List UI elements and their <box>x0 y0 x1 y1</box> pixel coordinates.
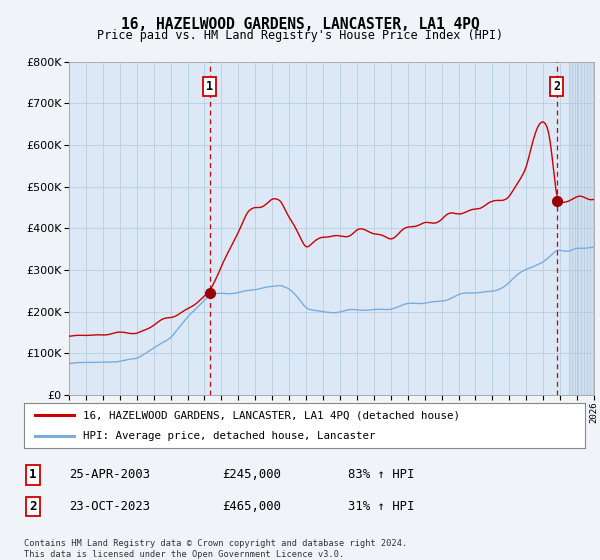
Text: 1: 1 <box>206 80 213 94</box>
Text: £245,000: £245,000 <box>222 468 281 482</box>
Text: HPI: Average price, detached house, Lancaster: HPI: Average price, detached house, Lanc… <box>83 431 376 441</box>
Text: 1: 1 <box>29 468 37 482</box>
Text: 2: 2 <box>553 80 560 94</box>
Bar <box>569 62 594 395</box>
Text: 16, HAZELWOOD GARDENS, LANCASTER, LA1 4PQ (detached house): 16, HAZELWOOD GARDENS, LANCASTER, LA1 4P… <box>83 410 460 421</box>
Text: £465,000: £465,000 <box>222 500 281 514</box>
Text: 83% ↑ HPI: 83% ↑ HPI <box>348 468 415 482</box>
Text: 31% ↑ HPI: 31% ↑ HPI <box>348 500 415 514</box>
Text: 23-OCT-2023: 23-OCT-2023 <box>69 500 150 514</box>
Text: 25-APR-2003: 25-APR-2003 <box>69 468 150 482</box>
Text: 16, HAZELWOOD GARDENS, LANCASTER, LA1 4PQ: 16, HAZELWOOD GARDENS, LANCASTER, LA1 4P… <box>121 17 479 32</box>
Text: 2: 2 <box>29 500 37 514</box>
Text: Contains HM Land Registry data © Crown copyright and database right 2024.
This d: Contains HM Land Registry data © Crown c… <box>24 539 407 559</box>
Text: Price paid vs. HM Land Registry's House Price Index (HPI): Price paid vs. HM Land Registry's House … <box>97 29 503 42</box>
